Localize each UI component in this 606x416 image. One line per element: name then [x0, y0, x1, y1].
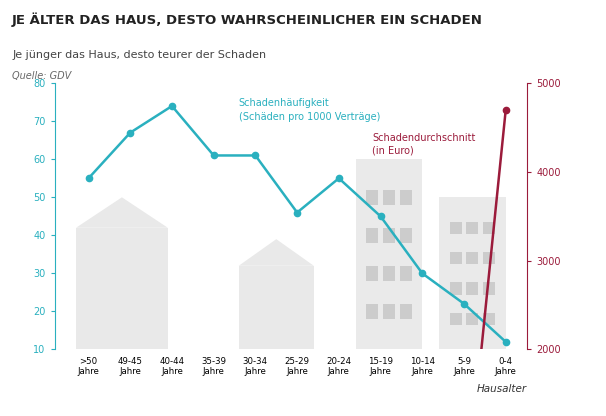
- Bar: [467, 252, 478, 264]
- Bar: [483, 282, 495, 295]
- Text: Je jünger das Haus, desto teurer der Schaden: Je jünger das Haus, desto teurer der Sch…: [12, 50, 266, 60]
- Bar: [399, 266, 411, 281]
- Bar: [399, 228, 411, 243]
- Bar: [356, 159, 422, 349]
- Bar: [450, 252, 462, 264]
- Bar: [239, 266, 314, 349]
- Text: Hausalter: Hausalter: [477, 384, 527, 394]
- Bar: [399, 190, 411, 205]
- Text: JE ÄLTER DAS HAUS, DESTO WAHRSCHEINLICHER EIN SCHADEN: JE ÄLTER DAS HAUS, DESTO WAHRSCHEINLICHE…: [12, 12, 483, 27]
- Bar: [383, 304, 395, 319]
- Bar: [467, 313, 478, 325]
- Bar: [383, 266, 395, 281]
- Bar: [383, 228, 395, 243]
- Bar: [399, 304, 411, 319]
- Bar: [483, 252, 495, 264]
- Text: Quelle: GDV: Quelle: GDV: [12, 71, 72, 81]
- Bar: [483, 313, 495, 325]
- Bar: [366, 228, 378, 243]
- Bar: [467, 222, 478, 234]
- Bar: [366, 266, 378, 281]
- Bar: [366, 304, 378, 319]
- Bar: [439, 197, 506, 349]
- Bar: [450, 222, 462, 234]
- Bar: [467, 282, 478, 295]
- Bar: [483, 222, 495, 234]
- Bar: [450, 313, 462, 325]
- Polygon shape: [239, 239, 314, 266]
- Bar: [383, 190, 395, 205]
- Text: Schadendurchschnitt
(in Euro): Schadendurchschnitt (in Euro): [372, 133, 476, 156]
- Bar: [450, 282, 462, 295]
- Text: Schadenhäufigkeit
(Schäden pro 1000 Verträge): Schadenhäufigkeit (Schäden pro 1000 Vert…: [239, 99, 380, 121]
- Polygon shape: [76, 197, 168, 228]
- Bar: [366, 190, 378, 205]
- Bar: [76, 228, 168, 349]
